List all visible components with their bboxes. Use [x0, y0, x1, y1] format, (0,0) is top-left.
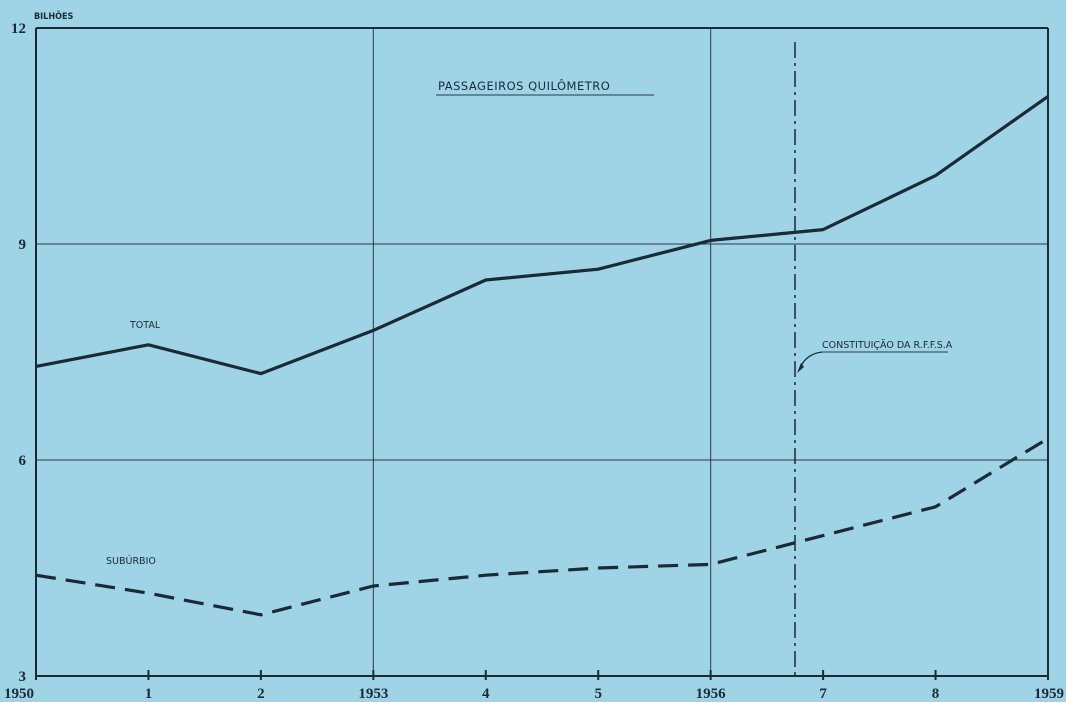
x-tick-label-1950: 1950: [4, 686, 34, 702]
chart-title: PASSAGEIROS QUILÔMETRO: [438, 78, 610, 93]
annotation-leader: [799, 351, 823, 369]
annotation-text: CONSTITUIÇÃO DA R.F.F.S.A: [822, 340, 953, 351]
series-line-total: [35, 95, 1049, 376]
x-tick-label-1953: 1953: [358, 686, 388, 702]
annotation-arrowhead: [797, 363, 804, 373]
y-tick-label-12: 12: [11, 21, 26, 37]
series-lines: TOTAL SUBÚRBIO: [35, 95, 1049, 617]
axes: [35, 27, 1049, 677]
x-tick-label-1954: 4: [482, 686, 490, 702]
series-line-suburbio: [35, 437, 1049, 617]
series-label-suburbio: SUBÚRBIO: [106, 555, 156, 567]
x-tick-label-1957: 7: [819, 686, 827, 702]
series-label-total: TOTAL: [129, 320, 161, 331]
y-tick-label-6: 6: [19, 453, 27, 469]
y-axis-unit-label: BILHÕES: [34, 10, 74, 22]
x-tick-label-1958: 8: [932, 686, 940, 702]
x-tick-label-1955: 5: [594, 686, 602, 702]
x-tick-label-1952: 2: [257, 686, 265, 702]
y-tick-label-3: 3: [19, 669, 27, 685]
y-tick-label-9: 9: [19, 237, 27, 253]
annotation: CONSTITUIÇÃO DA R.F.F.S.A: [794, 42, 953, 676]
x-tick-label-1951: 1: [145, 686, 153, 702]
grid-lines: [36, 28, 1048, 676]
x-tick-label-1956: 1956: [696, 686, 727, 702]
x-tick-label-1959: 1959: [1034, 686, 1064, 702]
